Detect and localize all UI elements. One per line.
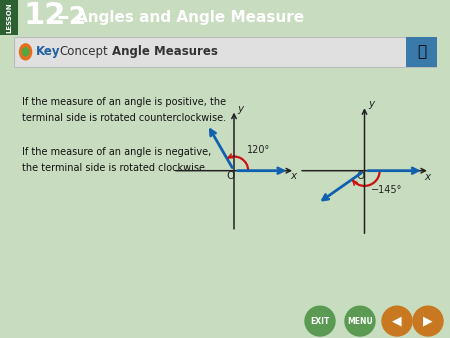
Text: x: x (424, 172, 431, 182)
Text: –2: –2 (57, 5, 87, 29)
Text: If the measure of an angle is positive, the: If the measure of an angle is positive, … (22, 97, 226, 107)
Circle shape (22, 48, 29, 56)
Bar (0, 0, 18, 35)
Text: −145°: −145° (371, 185, 402, 195)
Text: the terminal side is rotated clockwise.: the terminal side is rotated clockwise. (22, 163, 207, 173)
Text: y: y (237, 104, 243, 114)
Text: 🏃: 🏃 (417, 44, 426, 59)
Circle shape (382, 306, 412, 336)
Text: Angle Measures: Angle Measures (112, 45, 218, 58)
Text: x: x (290, 171, 296, 182)
Text: If the measure of an angle is negative,: If the measure of an angle is negative, (22, 147, 211, 156)
Text: O: O (356, 171, 364, 181)
Text: y: y (368, 99, 374, 110)
Circle shape (413, 306, 443, 336)
Text: EXIT: EXIT (310, 317, 330, 325)
Circle shape (19, 44, 32, 60)
Text: terminal side is rotated counterclockwise.: terminal side is rotated counterclockwis… (22, 113, 226, 123)
Text: MENU: MENU (347, 317, 373, 325)
Text: 120°: 120° (247, 145, 270, 155)
Bar (14, 37, 436, 67)
Text: Angles and Angle Measure: Angles and Angle Measure (76, 10, 304, 25)
Circle shape (345, 306, 375, 336)
Text: Concept: Concept (60, 45, 108, 58)
Text: ▶: ▶ (423, 315, 433, 328)
Bar (406, 37, 436, 67)
Text: ◀: ◀ (392, 315, 402, 328)
Circle shape (305, 306, 335, 336)
Text: LESSON: LESSON (6, 2, 12, 33)
Text: Key: Key (36, 45, 60, 58)
Text: 12: 12 (24, 1, 66, 30)
Text: O: O (226, 171, 234, 180)
